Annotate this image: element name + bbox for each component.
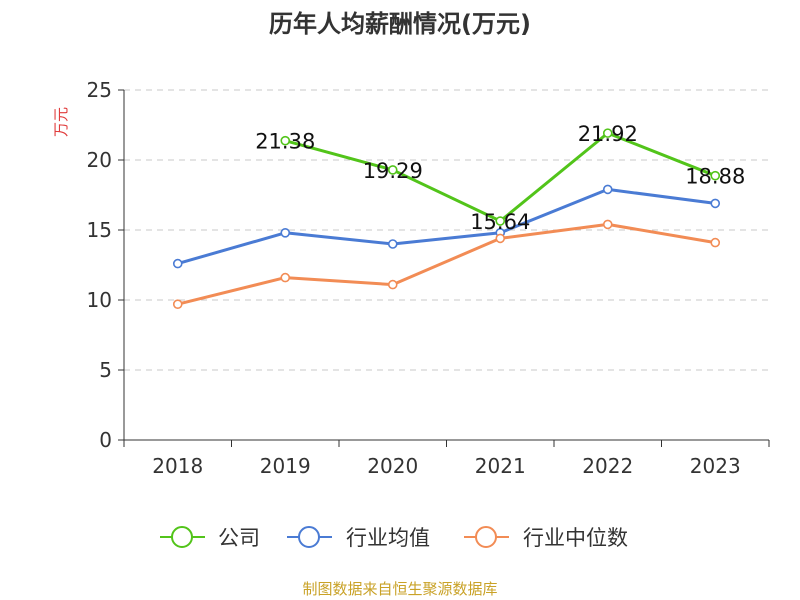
series-line (284, 131, 716, 223)
series-1 (280, 128, 721, 226)
data-labels: 21.38 19.29 15.64 21.92 18.88 (255, 122, 745, 234)
legend-item-1[interactable]: 公司 (160, 526, 260, 550)
legend-item-3[interactable]: 行业中位数 (464, 526, 628, 550)
data-label: 18.88 (685, 165, 745, 189)
legend-label: 行业中位数 (523, 526, 628, 550)
data-point[interactable] (280, 272, 291, 283)
series-2 (172, 184, 721, 269)
legend-label: 行业均值 (346, 526, 430, 550)
data-point[interactable] (280, 228, 291, 238)
data-point[interactable] (387, 279, 398, 290)
data-label: 21.38 (255, 130, 315, 154)
data-point[interactable] (387, 165, 398, 175)
legend-label: 公司 (218, 526, 260, 550)
data-point[interactable] (602, 184, 613, 195)
series-line (177, 222, 716, 306)
grid-lines (124, 89, 769, 371)
legend-marker (298, 526, 320, 548)
source-note: 制图数据来自恒生聚源数据库 (302, 580, 497, 598)
data-point[interactable] (387, 239, 398, 249)
legend[interactable]: 公司 行业均值 行业中位数 (160, 526, 628, 550)
chart-title: 历年人均薪酬情况(万元) (269, 10, 531, 38)
y-axis-unit: 万元 (52, 107, 70, 137)
data-point[interactable] (495, 216, 506, 226)
x-tick-label: 2023 (690, 454, 741, 478)
y-tick-label: 0 (99, 428, 112, 452)
data-label: 21.92 (578, 122, 638, 146)
x-tick-label: 2021 (475, 454, 526, 478)
legend-item-2[interactable]: 行业均值 (287, 526, 430, 550)
data-label: 19.29 (363, 159, 423, 183)
x-tick-label: 2018 (152, 454, 203, 478)
data-point[interactable] (280, 135, 291, 146)
x-tick-label: 2022 (582, 454, 633, 478)
y-tick-label: 5 (99, 358, 112, 382)
legend-marker (475, 526, 497, 548)
x-tick-label: 2020 (367, 454, 418, 478)
x-tick-label: 2019 (260, 454, 311, 478)
data-point[interactable] (710, 237, 721, 248)
data-label: 15.64 (470, 210, 530, 234)
axes: 0 5 10 15 20 25 2018 2019 2020 2021 2022 2023 (87, 78, 770, 478)
data-point[interactable] (172, 299, 183, 310)
data-point[interactable] (710, 170, 721, 181)
series-line (177, 187, 716, 266)
y-tick-label: 25 (87, 78, 112, 102)
data-point[interactable] (602, 128, 613, 138)
y-tick-label: 15 (87, 218, 112, 242)
legend-marker (171, 526, 193, 548)
y-tick-label: 20 (87, 148, 112, 172)
data-point[interactable] (495, 233, 506, 244)
data-point[interactable] (172, 258, 183, 269)
series-group (172, 128, 721, 310)
y-tick-label: 10 (87, 288, 112, 312)
data-point[interactable] (602, 219, 613, 230)
series-3 (172, 219, 721, 310)
data-point[interactable] (710, 198, 721, 209)
